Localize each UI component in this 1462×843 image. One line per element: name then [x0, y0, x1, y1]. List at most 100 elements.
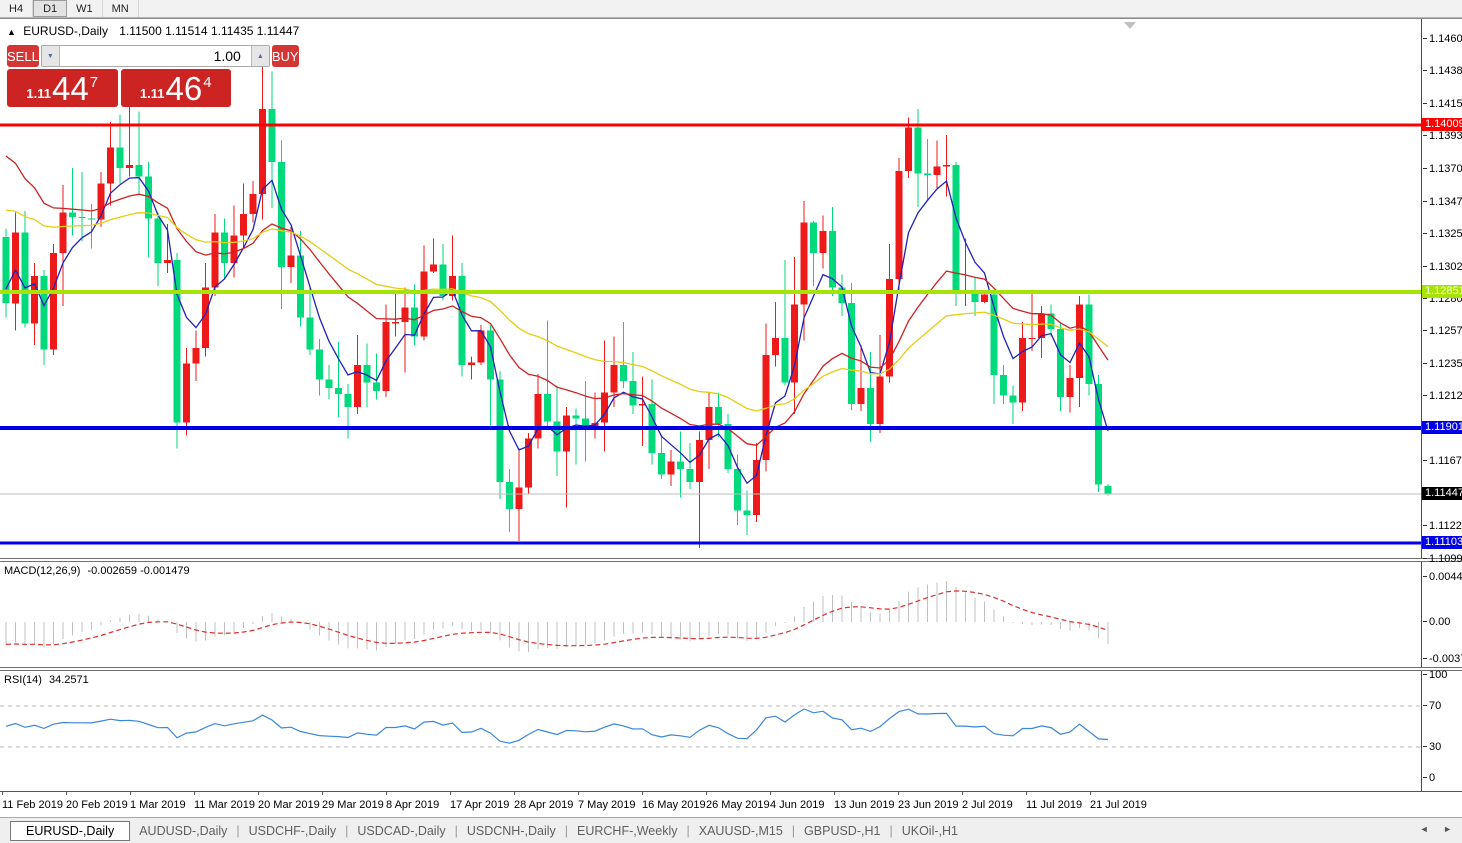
macd-signal-line: [5, 590, 1109, 647]
timeframe-button-d1[interactable]: D1: [33, 0, 68, 17]
macd-pane: 0.004465 0.00 -0.003715 MACD(12,26,9) -0.0…: [0, 562, 1462, 667]
macd-histogram: [5, 580, 1109, 652]
timeframe-toolbar: H4 D1 W1 MN: [0, 0, 1462, 18]
volume-increase-icon[interactable]: ▲: [251, 46, 269, 66]
volume-input[interactable]: [58, 46, 252, 66]
tab-scroll-arrows: ◄ ►: [1408, 824, 1452, 834]
ma-fast[interactable]: [5, 176, 1109, 485]
date-tick-mark: [450, 792, 451, 795]
date-tick-mark: [130, 792, 131, 795]
ohlc-values: 1.11500 1.11514 1.11435 1.11447: [119, 24, 300, 38]
chart-shift-marker[interactable]: [1124, 22, 1136, 29]
price-tick: 1.14155: [1423, 98, 1462, 110]
date-axis[interactable]: 11 Feb 2019 20 Feb 2019 1 Mar 2019 11 Mar 2…: [0, 791, 1462, 817]
price-marker-1.11901: 1.11901: [1422, 421, 1462, 435]
buy-price-big: 46: [165, 70, 203, 107]
tab-usdchf-daily[interactable]: USDCHF-,Daily: [248, 823, 337, 838]
price-tick: 1.14605: [1423, 33, 1462, 45]
rsi-canvas[interactable]: [0, 671, 1421, 791]
timeframe-button-mn[interactable]: MN: [103, 0, 139, 17]
pane-splitter[interactable]: [0, 667, 1462, 671]
rsi-axis[interactable]: 100 70 30 0: [1421, 669, 1462, 791]
rsi-tick: 0: [1423, 772, 1435, 784]
tab-separator: |: [791, 823, 796, 838]
tab-separator: |: [454, 823, 458, 838]
ma-medium[interactable]: [5, 155, 1109, 446]
tab-separator: |: [236, 823, 240, 838]
date-tick-mark: [642, 792, 643, 795]
price-tick: 1.13250: [1423, 228, 1462, 240]
macd-axis[interactable]: 0.004465 0.00 -0.003715: [1421, 562, 1462, 667]
tab-usdcad-daily[interactable]: USDCAD-,Daily: [357, 823, 446, 838]
date-tick-mark: [706, 792, 707, 795]
tab-audusd-daily[interactable]: AUDUSD-,Daily: [139, 823, 228, 838]
price-axis[interactable]: 1.14605 1.14380 1.14155 1.13930 1.13705 1.134…: [1421, 19, 1462, 565]
sell-price-prefix: 1.11: [26, 86, 52, 101]
buy-price-box[interactable]: 1.11 46 4: [120, 69, 231, 107]
pane-splitter[interactable]: [0, 558, 1462, 562]
date-tick-mark: [770, 792, 771, 795]
horizontal-levels: [0, 123, 1421, 545]
price-tick: 1.13025: [1423, 261, 1462, 273]
rsi-value: 34.2571: [48, 674, 89, 686]
date-label: 21 Jul 2019: [1090, 799, 1147, 811]
rsi-tick: 70: [1423, 700, 1441, 712]
price-tick: 1.12350: [1423, 358, 1462, 370]
macd-tick: 0.00: [1423, 616, 1450, 628]
price-tick: 1.13475: [1423, 196, 1462, 208]
ma-slow[interactable]: [5, 209, 1109, 412]
collapse-panel-icon[interactable]: ▲: [7, 27, 16, 37]
date-label: 1 Mar 2019: [130, 799, 186, 811]
price-tick: 1.11675: [1423, 455, 1462, 467]
date-tick-mark: [514, 792, 515, 795]
buy-price-prefix: 1.11: [139, 86, 165, 101]
sell-button[interactable]: SELL: [7, 45, 39, 67]
date-label: 16 May 2019: [642, 799, 706, 811]
date-tick-mark: [386, 792, 387, 795]
price-tick: 1.14380: [1423, 65, 1462, 77]
date-label: 11 Mar 2019: [194, 799, 255, 811]
date-tick-mark: [258, 792, 259, 795]
date-tick-mark: [962, 792, 963, 795]
timeframe-button-h4[interactable]: H4: [0, 0, 34, 17]
rsi-line: [5, 708, 1109, 744]
date-tick-mark: [322, 792, 323, 795]
date-label: 11 Jul 2019: [1026, 799, 1083, 811]
price-tick: 1.13930: [1423, 130, 1462, 142]
rsi-pane: 100 70 30 0 RSI(14) 34.2571: [0, 669, 1462, 791]
chart-tabs-bar: EURUSD-,Daily AUDUSD-,Daily | USDCHF-,Daily…: [0, 817, 1462, 843]
date-label: 26 May 2019: [706, 799, 770, 811]
date-tick-mark: [1026, 792, 1027, 795]
sell-price-box[interactable]: 1.11 44 7: [7, 69, 118, 107]
tab-ukoil-h1[interactable]: UKOil-,H1: [901, 823, 958, 838]
price-marker-1.11447: 1.11447: [1422, 486, 1462, 500]
macd-tick: -0.003715: [1423, 653, 1462, 665]
volume-decrease-icon[interactable]: ▼: [41, 46, 59, 66]
date-tick-mark: [66, 792, 67, 795]
date-tick-mark: [898, 792, 899, 795]
price-chart-canvas[interactable]: [0, 19, 1421, 559]
tab-usdcnh-daily[interactable]: USDCNH-,Daily: [466, 823, 556, 838]
buy-button[interactable]: BUY: [271, 45, 299, 67]
date-label: 29 Mar 2019: [322, 799, 384, 811]
macd-values: -0.002659 -0.001479: [87, 565, 190, 577]
timeframe-button-w1[interactable]: W1: [67, 0, 103, 17]
tab-scroll-right-icon[interactable]: ►: [1443, 824, 1452, 834]
rsi-tick: 100: [1423, 669, 1447, 681]
tab-eurusd-daily[interactable]: EURUSD-,Daily: [10, 820, 131, 841]
tab-gbpusd-h1[interactable]: GBPUSD-,H1: [804, 823, 881, 838]
rsi-title: RSI(14): [4, 674, 42, 686]
price-tick: 1.11220: [1423, 520, 1462, 532]
price-marker-1.12851: 1.12851: [1422, 284, 1462, 298]
macd-tick: 0.004465: [1423, 571, 1462, 583]
macd-canvas[interactable]: [0, 562, 1421, 667]
tab-eurchf-weekly[interactable]: EURCHF-,Weekly: [577, 823, 678, 838]
symbol-name: EURUSD-,Daily: [23, 24, 108, 38]
date-tick-mark: [578, 792, 579, 795]
price-tick: 1.12575: [1423, 325, 1462, 337]
tab-separator: |: [686, 823, 690, 838]
date-tick-mark: [194, 792, 195, 795]
tab-scroll-left-icon[interactable]: ◄: [1419, 824, 1429, 834]
tab-xauusd-m15[interactable]: XAUUSD-,M15: [698, 823, 783, 838]
